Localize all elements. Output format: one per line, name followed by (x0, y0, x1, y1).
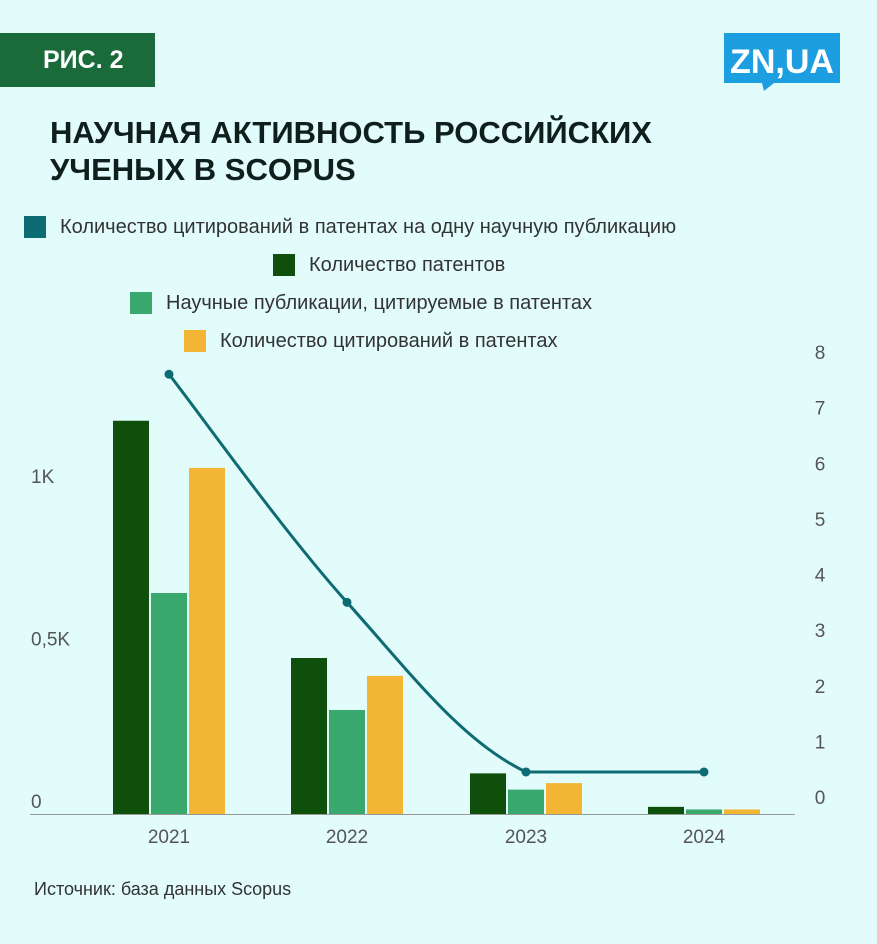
legend-label: Количество цитирований в патентах (220, 329, 558, 352)
legend-swatch (273, 254, 295, 276)
line-point (164, 369, 174, 379)
right-axis-tick-label: 5 (815, 510, 826, 531)
bar-patents (291, 658, 327, 814)
right-axis-tick-label: 3 (815, 621, 826, 642)
right-axis-tick-label: 0 (815, 788, 826, 809)
bar-cited-publications (508, 789, 544, 814)
chart-title: НАУЧНАЯ АКТИВНОСТЬ РОССИЙСКИХ УЧЕНЫХ В S… (50, 115, 652, 187)
legend-label: Количество цитирований в патентах на одн… (60, 215, 677, 238)
legend-item-patents: Количество патентов (273, 252, 505, 278)
legend-item-citations: Количество цитирований в патентах (184, 328, 558, 354)
legend-item-citations-per-publication: Количество цитирований в патентах на одн… (24, 214, 676, 240)
legend-item-cited-publications: Научные публикации, цитируемые в патента… (130, 290, 592, 316)
bar-patents (113, 420, 149, 814)
figure-label-badge: РИС. 2 (0, 33, 155, 87)
bar-cited-publications (686, 809, 722, 814)
bar-citations (546, 783, 582, 814)
bar-citations (724, 809, 760, 814)
bar-cited-publications (329, 710, 365, 814)
legend-swatch (184, 330, 206, 352)
zn-ua-logo: ZN,UA (724, 33, 840, 91)
bar-patents (648, 806, 684, 814)
left-axis-tick-label: 0 (31, 792, 42, 813)
line-point (521, 767, 531, 777)
bar-citations (189, 467, 225, 814)
x-axis-tick-label: 2023 (505, 827, 547, 848)
source-note: Источник: база данных Scopus (34, 879, 292, 899)
legend-label: Научные публикации, цитируемые в патента… (166, 291, 592, 314)
left-axis-tick-label: 1K (31, 467, 55, 488)
legend-swatch (24, 216, 46, 238)
line-point (699, 767, 709, 777)
right-axis-tick-label: 4 (815, 566, 826, 587)
line-citations-per-publication (167, 373, 704, 774)
bar-cited-publications (151, 593, 187, 814)
right-axis-tick-label: 1 (815, 732, 826, 753)
right-axis-tick-label: 7 (815, 399, 826, 420)
legend-swatch (130, 292, 152, 314)
legend-label: Количество патентов (309, 253, 506, 276)
line-point (342, 597, 352, 607)
right-axis-tick-label: 2 (815, 677, 826, 698)
right-axis-tick-label: 6 (815, 454, 826, 475)
left-axis-tick-label: 0,5K (31, 630, 70, 651)
x-axis-tick-label: 2021 (148, 827, 190, 848)
bar-patents (470, 773, 506, 814)
x-axis-tick-label: 2022 (326, 827, 368, 848)
x-axis-tick-label: 2024 (683, 827, 726, 848)
right-axis-tick-label: 8 (815, 343, 826, 364)
bar-citations (367, 675, 403, 814)
logo-text: ZN,UA (730, 43, 834, 81)
logo-speech-bubble (724, 33, 840, 91)
